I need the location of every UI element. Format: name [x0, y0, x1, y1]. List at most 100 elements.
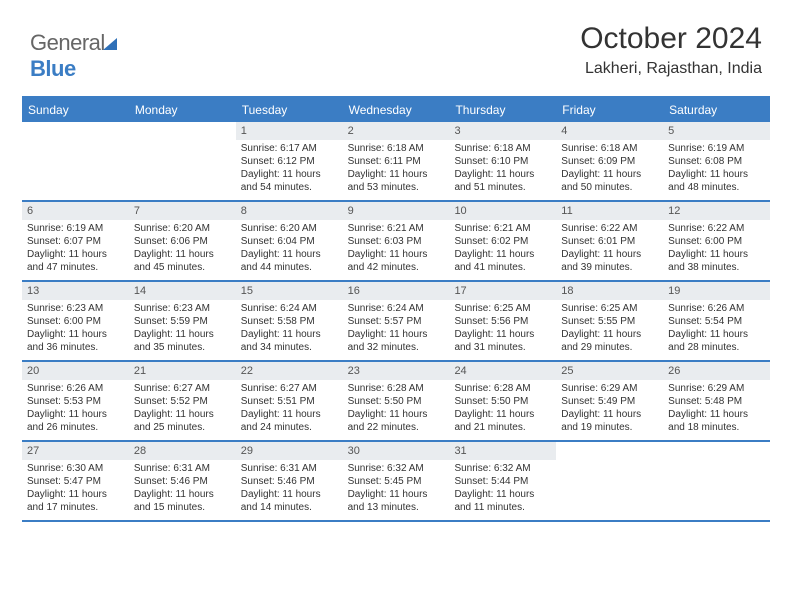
daylight-text: Daylight: 11 hours and 51 minutes. — [454, 168, 551, 194]
daylight-text: Daylight: 11 hours and 31 minutes. — [454, 328, 551, 354]
sunrise-text: Sunrise: 6:19 AM — [27, 222, 124, 235]
daylight-text: Daylight: 11 hours and 36 minutes. — [27, 328, 124, 354]
dayhdr-friday: Friday — [556, 98, 663, 122]
day-number: 2 — [343, 122, 450, 140]
sunrise-text: Sunrise: 6:28 AM — [348, 382, 445, 395]
day-number: 26 — [663, 362, 770, 380]
calendar-day-cell: 17Sunrise: 6:25 AMSunset: 5:56 PMDayligh… — [449, 282, 556, 360]
brand-part2: Blue — [30, 56, 76, 81]
sunset-text: Sunset: 6:00 PM — [668, 235, 765, 248]
sunset-text: Sunset: 6:07 PM — [27, 235, 124, 248]
sunset-text: Sunset: 5:51 PM — [241, 395, 338, 408]
calendar-day-cell: 5Sunrise: 6:19 AMSunset: 6:08 PMDaylight… — [663, 122, 770, 200]
day-body: Sunrise: 6:22 AMSunset: 6:01 PMDaylight:… — [556, 220, 663, 278]
brand-logo: General Blue — [30, 30, 117, 82]
day-body: Sunrise: 6:29 AMSunset: 5:48 PMDaylight:… — [663, 380, 770, 438]
sunrise-text: Sunrise: 6:23 AM — [27, 302, 124, 315]
daylight-text: Daylight: 11 hours and 38 minutes. — [668, 248, 765, 274]
sunrise-text: Sunrise: 6:32 AM — [348, 462, 445, 475]
sunrise-text: Sunrise: 6:22 AM — [561, 222, 658, 235]
daylight-text: Daylight: 11 hours and 47 minutes. — [27, 248, 124, 274]
daylight-text: Daylight: 11 hours and 15 minutes. — [134, 488, 231, 514]
calendar-day-cell: 19Sunrise: 6:26 AMSunset: 5:54 PMDayligh… — [663, 282, 770, 360]
day-body: Sunrise: 6:28 AMSunset: 5:50 PMDaylight:… — [449, 380, 556, 438]
daylight-text: Daylight: 11 hours and 32 minutes. — [348, 328, 445, 354]
day-number: 17 — [449, 282, 556, 300]
sunset-text: Sunset: 5:58 PM — [241, 315, 338, 328]
dayhdr-sunday: Sunday — [22, 98, 129, 122]
calendar-table: Sunday Monday Tuesday Wednesday Thursday… — [22, 96, 770, 522]
day-body — [22, 126, 129, 132]
day-body: Sunrise: 6:31 AMSunset: 5:46 PMDaylight:… — [129, 460, 236, 518]
sunset-text: Sunset: 5:46 PM — [134, 475, 231, 488]
daylight-text: Daylight: 11 hours and 26 minutes. — [27, 408, 124, 434]
daylight-text: Daylight: 11 hours and 18 minutes. — [668, 408, 765, 434]
sunset-text: Sunset: 5:48 PM — [668, 395, 765, 408]
day-body: Sunrise: 6:19 AMSunset: 6:07 PMDaylight:… — [22, 220, 129, 278]
calendar-day-cell: 24Sunrise: 6:28 AMSunset: 5:50 PMDayligh… — [449, 362, 556, 440]
daylight-text: Daylight: 11 hours and 11 minutes. — [454, 488, 551, 514]
day-number: 7 — [129, 202, 236, 220]
calendar-day-cell — [129, 122, 236, 200]
day-number: 9 — [343, 202, 450, 220]
sunset-text: Sunset: 6:06 PM — [134, 235, 231, 248]
day-number: 28 — [129, 442, 236, 460]
sunrise-text: Sunrise: 6:27 AM — [241, 382, 338, 395]
sunset-text: Sunset: 6:02 PM — [454, 235, 551, 248]
day-number: 25 — [556, 362, 663, 380]
sunset-text: Sunset: 6:01 PM — [561, 235, 658, 248]
calendar-day-cell: 15Sunrise: 6:24 AMSunset: 5:58 PMDayligh… — [236, 282, 343, 360]
calendar-day-cell: 26Sunrise: 6:29 AMSunset: 5:48 PMDayligh… — [663, 362, 770, 440]
sunrise-text: Sunrise: 6:32 AM — [454, 462, 551, 475]
calendar-day-cell: 14Sunrise: 6:23 AMSunset: 5:59 PMDayligh… — [129, 282, 236, 360]
daylight-text: Daylight: 11 hours and 35 minutes. — [134, 328, 231, 354]
day-body: Sunrise: 6:18 AMSunset: 6:11 PMDaylight:… — [343, 140, 450, 198]
calendar-day-cell: 3Sunrise: 6:18 AMSunset: 6:10 PMDaylight… — [449, 122, 556, 200]
sunrise-text: Sunrise: 6:26 AM — [668, 302, 765, 315]
day-number: 8 — [236, 202, 343, 220]
calendar-day-cell: 11Sunrise: 6:22 AMSunset: 6:01 PMDayligh… — [556, 202, 663, 280]
day-body: Sunrise: 6:22 AMSunset: 6:00 PMDaylight:… — [663, 220, 770, 278]
day-body: Sunrise: 6:25 AMSunset: 5:55 PMDaylight:… — [556, 300, 663, 358]
day-body: Sunrise: 6:27 AMSunset: 5:52 PMDaylight:… — [129, 380, 236, 438]
sunset-text: Sunset: 5:57 PM — [348, 315, 445, 328]
sunset-text: Sunset: 5:55 PM — [561, 315, 658, 328]
calendar-day-cell: 22Sunrise: 6:27 AMSunset: 5:51 PMDayligh… — [236, 362, 343, 440]
sunrise-text: Sunrise: 6:29 AM — [561, 382, 658, 395]
sunrise-text: Sunrise: 6:30 AM — [27, 462, 124, 475]
calendar-day-cell: 25Sunrise: 6:29 AMSunset: 5:49 PMDayligh… — [556, 362, 663, 440]
sunset-text: Sunset: 5:44 PM — [454, 475, 551, 488]
logo-triangle-icon — [103, 38, 117, 50]
sunrise-text: Sunrise: 6:17 AM — [241, 142, 338, 155]
day-number: 24 — [449, 362, 556, 380]
day-body: Sunrise: 6:25 AMSunset: 5:56 PMDaylight:… — [449, 300, 556, 358]
sunrise-text: Sunrise: 6:24 AM — [348, 302, 445, 315]
day-number: 11 — [556, 202, 663, 220]
day-body: Sunrise: 6:20 AMSunset: 6:04 PMDaylight:… — [236, 220, 343, 278]
daylight-text: Daylight: 11 hours and 41 minutes. — [454, 248, 551, 274]
day-number: 31 — [449, 442, 556, 460]
sunset-text: Sunset: 6:03 PM — [348, 235, 445, 248]
sunrise-text: Sunrise: 6:18 AM — [561, 142, 658, 155]
day-body: Sunrise: 6:32 AMSunset: 5:45 PMDaylight:… — [343, 460, 450, 518]
day-number: 15 — [236, 282, 343, 300]
day-number: 30 — [343, 442, 450, 460]
calendar-day-cell: 2Sunrise: 6:18 AMSunset: 6:11 PMDaylight… — [343, 122, 450, 200]
sunset-text: Sunset: 6:12 PM — [241, 155, 338, 168]
day-number: 13 — [22, 282, 129, 300]
day-body: Sunrise: 6:27 AMSunset: 5:51 PMDaylight:… — [236, 380, 343, 438]
calendar-day-cell: 29Sunrise: 6:31 AMSunset: 5:46 PMDayligh… — [236, 442, 343, 520]
page-title: October 2024 — [580, 22, 762, 56]
sunset-text: Sunset: 5:50 PM — [348, 395, 445, 408]
sunset-text: Sunset: 6:10 PM — [454, 155, 551, 168]
calendar-week-row: 13Sunrise: 6:23 AMSunset: 6:00 PMDayligh… — [22, 282, 770, 362]
day-number: 14 — [129, 282, 236, 300]
sunset-text: Sunset: 5:46 PM — [241, 475, 338, 488]
daylight-text: Daylight: 11 hours and 34 minutes. — [241, 328, 338, 354]
day-body: Sunrise: 6:20 AMSunset: 6:06 PMDaylight:… — [129, 220, 236, 278]
daylight-text: Daylight: 11 hours and 22 minutes. — [348, 408, 445, 434]
sunset-text: Sunset: 6:04 PM — [241, 235, 338, 248]
sunset-text: Sunset: 5:47 PM — [27, 475, 124, 488]
sunrise-text: Sunrise: 6:19 AM — [668, 142, 765, 155]
sunset-text: Sunset: 5:45 PM — [348, 475, 445, 488]
